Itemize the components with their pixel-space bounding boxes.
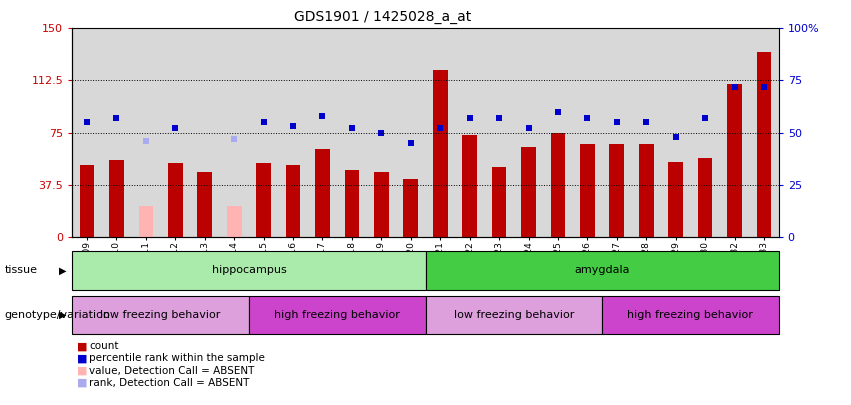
Bar — [80, 164, 94, 237]
Text: ■: ■ — [77, 378, 87, 388]
Text: genotype/variation: genotype/variation — [4, 310, 111, 320]
Bar — [220, 28, 248, 237]
Text: GDS1901 / 1425028_a_at: GDS1901 / 1425028_a_at — [294, 10, 471, 24]
Text: tissue: tissue — [4, 265, 37, 275]
Bar — [757, 52, 771, 237]
Bar — [551, 133, 565, 237]
Bar — [727, 84, 742, 237]
Bar — [72, 251, 426, 290]
Bar — [668, 162, 683, 237]
Bar — [521, 147, 536, 237]
Text: ■: ■ — [77, 366, 87, 375]
Bar — [249, 296, 426, 334]
Bar — [308, 28, 337, 237]
Bar — [278, 28, 308, 237]
Bar — [190, 28, 220, 237]
Bar — [484, 28, 514, 237]
Text: percentile rank within the sample: percentile rank within the sample — [89, 354, 266, 363]
Bar — [72, 28, 102, 237]
Bar — [102, 28, 131, 237]
Bar — [337, 28, 367, 237]
Text: ▶: ▶ — [59, 265, 66, 275]
Bar — [131, 28, 161, 237]
Bar — [639, 144, 654, 237]
Bar — [573, 28, 603, 237]
Bar — [374, 172, 389, 237]
Text: ■: ■ — [77, 341, 87, 351]
Bar — [433, 70, 448, 237]
Bar — [396, 28, 426, 237]
Bar — [603, 296, 779, 334]
Text: count: count — [89, 341, 119, 351]
Bar — [609, 144, 624, 237]
Bar — [426, 28, 455, 237]
Bar — [139, 206, 153, 237]
Bar — [197, 172, 212, 237]
Bar — [580, 144, 595, 237]
Text: ■: ■ — [77, 354, 87, 363]
Text: amygdala: amygdala — [574, 265, 630, 275]
Bar — [367, 28, 396, 237]
Bar — [227, 206, 242, 237]
Bar — [631, 28, 661, 237]
Text: rank, Detection Call = ABSENT: rank, Detection Call = ABSENT — [89, 378, 249, 388]
Text: low freezing behavior: low freezing behavior — [100, 310, 220, 320]
Bar — [690, 28, 720, 237]
Bar — [249, 28, 278, 237]
Bar — [698, 158, 712, 237]
Text: hippocampus: hippocampus — [212, 265, 286, 275]
Bar — [109, 160, 124, 237]
Bar — [602, 28, 631, 237]
Bar — [462, 135, 477, 237]
Bar — [286, 164, 300, 237]
Bar — [514, 28, 543, 237]
Text: low freezing behavior: low freezing behavior — [454, 310, 574, 320]
Bar — [749, 28, 779, 237]
Bar — [426, 251, 779, 290]
Bar — [455, 28, 484, 237]
Bar — [661, 28, 690, 237]
Bar — [161, 28, 190, 237]
Bar — [403, 179, 418, 237]
Bar — [720, 28, 749, 237]
Bar — [168, 163, 183, 237]
Text: ▶: ▶ — [59, 310, 66, 320]
Bar — [72, 296, 249, 334]
Bar — [492, 167, 506, 237]
Text: value, Detection Call = ABSENT: value, Detection Call = ABSENT — [89, 366, 254, 375]
Text: high freezing behavior: high freezing behavior — [627, 310, 753, 320]
Bar — [426, 296, 602, 334]
Bar — [315, 149, 330, 237]
Bar — [256, 163, 271, 237]
Bar — [345, 170, 359, 237]
Bar — [543, 28, 573, 237]
Text: high freezing behavior: high freezing behavior — [274, 310, 400, 320]
